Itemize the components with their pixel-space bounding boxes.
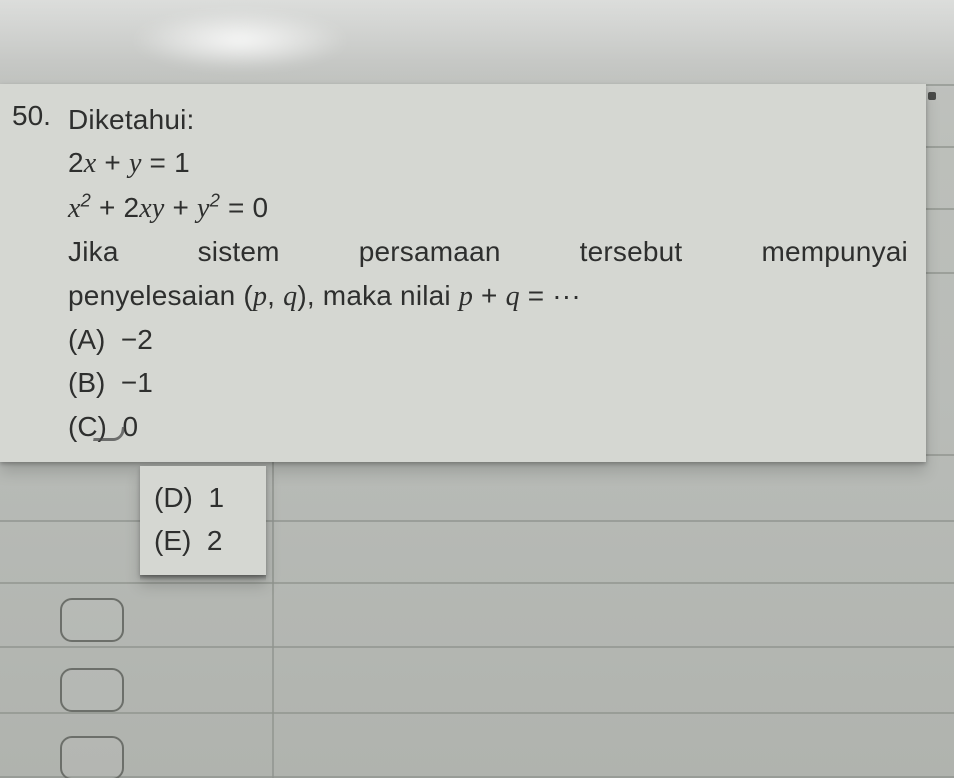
- option-b-label: (B): [68, 367, 105, 398]
- corner-dot: [928, 92, 936, 100]
- option-c[interactable]: (C) 0: [68, 405, 138, 448]
- eq2-xy: xy: [139, 193, 164, 224]
- answer-checkbox[interactable]: [60, 668, 124, 712]
- question-number: 50.: [12, 98, 68, 448]
- equation-1: 2x + y = 1: [68, 141, 908, 185]
- option-d-label: (D): [154, 482, 193, 513]
- eq1-plus: +: [96, 147, 129, 178]
- eq1-rhs: = 1: [142, 147, 190, 178]
- option-e-label: (E): [154, 525, 191, 556]
- option-e-value: 2: [207, 525, 223, 556]
- slip-shadow: [140, 575, 266, 581]
- option-b-value: −1: [121, 367, 153, 398]
- eq2-y: y: [197, 193, 210, 224]
- stem2-expr-p: p: [459, 281, 473, 312]
- question-body: Diketahui: 2x + y = 1 x2 + 2xy + y2 = 0 …: [68, 98, 908, 448]
- options-de-slip: (D) 1 (E) 2: [140, 466, 266, 575]
- option-a-label: (A): [68, 324, 105, 355]
- answer-checkbox[interactable]: [60, 598, 124, 642]
- stem-w1: sistem: [198, 230, 280, 273]
- stem2-q: q: [283, 281, 297, 312]
- v-rule: [272, 454, 274, 778]
- equation-2: x2 + 2xy + y2 = 0: [68, 186, 908, 230]
- option-d[interactable]: (D) 1: [154, 476, 252, 519]
- option-d-value: 1: [208, 482, 224, 513]
- option-a-value: −2: [121, 324, 153, 355]
- stem-w0: Jika: [68, 230, 119, 273]
- h-rule: [0, 712, 954, 714]
- stem-line-1: Jika sistem persamaan tersebut mempunyai: [68, 230, 908, 273]
- option-a[interactable]: (A) −2: [68, 318, 908, 361]
- answer-checkbox[interactable]: [60, 736, 124, 778]
- stem-w2: persamaan: [359, 230, 501, 273]
- stem2-tail: = ···: [520, 280, 581, 311]
- eq2-rhs: = 0: [220, 192, 268, 223]
- eq2-y-sup: 2: [210, 190, 220, 210]
- option-e[interactable]: (E) 2: [154, 519, 252, 562]
- stem-w4: mempunyai: [761, 230, 908, 273]
- option-b[interactable]: (B) −1: [68, 361, 908, 404]
- stem2-c: ), maka nilai: [297, 280, 459, 311]
- h-rule: [0, 646, 954, 648]
- question-slip: 50. Diketahui: 2x + y = 1 x2 + 2xy + y2 …: [0, 84, 926, 462]
- stem2-a: penyelesaian (: [68, 280, 253, 311]
- h-rule: [0, 582, 954, 584]
- handwritten-mark-icon: [93, 427, 125, 441]
- stem-w3: tersebut: [580, 230, 683, 273]
- stem2-plus: +: [473, 280, 506, 311]
- eq2-plus2: + 2: [91, 192, 139, 223]
- eq1-coeff: 2: [68, 147, 84, 178]
- stem2-p: p: [253, 281, 267, 312]
- eq2-x: x: [68, 193, 81, 224]
- stem-line-2: penyelesaian (p, q), maka nilai p + q = …: [68, 274, 908, 318]
- eq2-plus: +: [165, 192, 198, 223]
- stem2-b: ,: [267, 280, 283, 311]
- eq2-x-sup: 2: [81, 190, 91, 210]
- stem2-expr-q: q: [506, 281, 520, 312]
- eq1-x: x: [84, 148, 97, 179]
- heading: Diketahui:: [68, 98, 908, 141]
- eq1-y: y: [129, 148, 142, 179]
